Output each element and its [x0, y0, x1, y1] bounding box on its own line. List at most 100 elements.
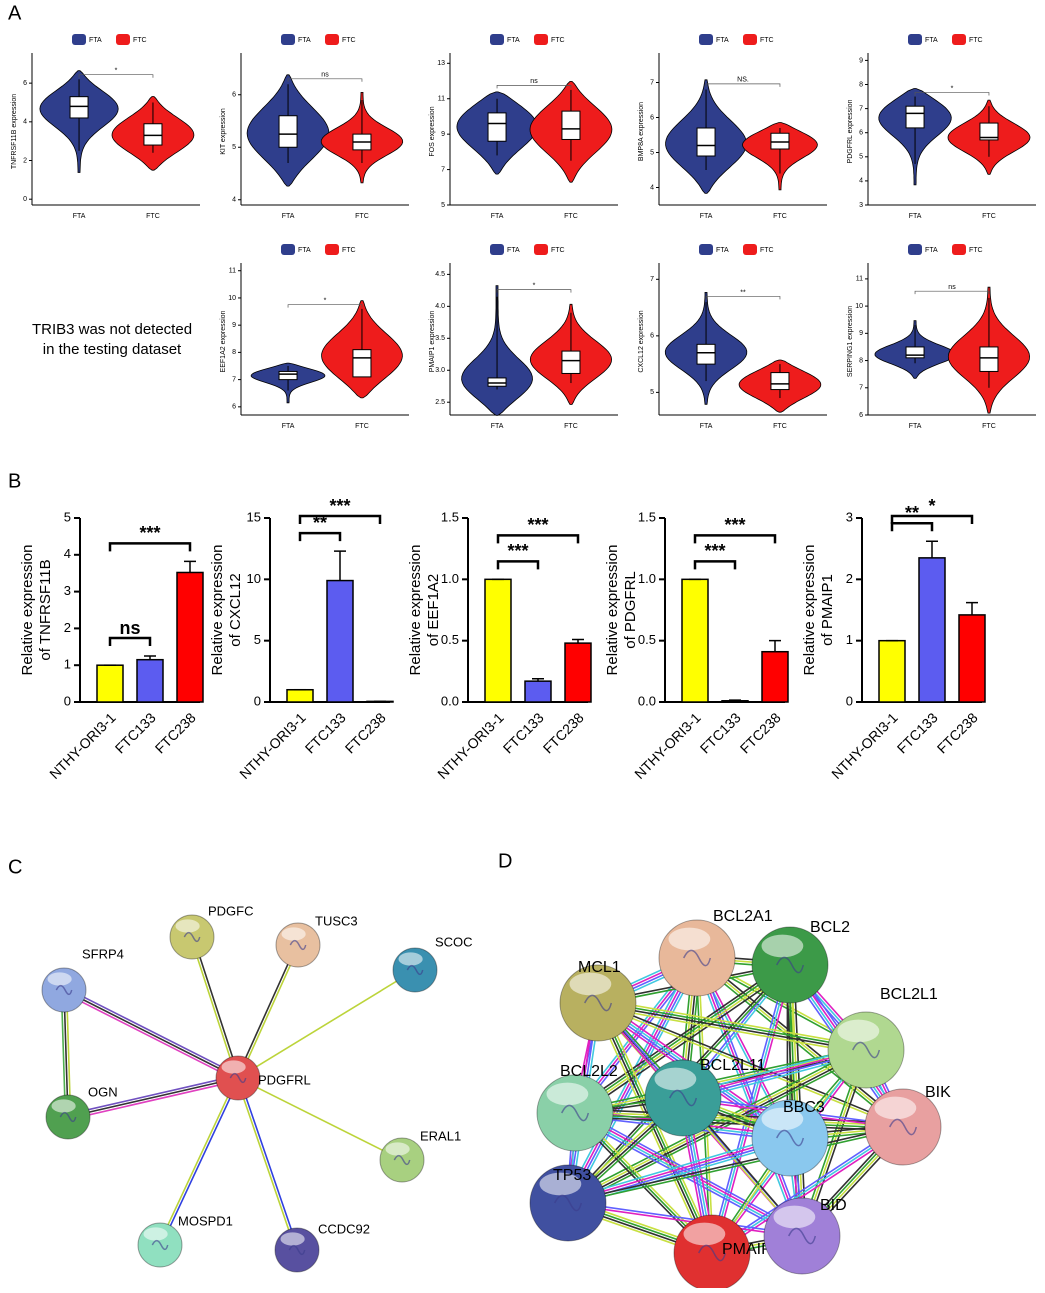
node-label: SFRP4	[82, 946, 124, 961]
y-tick-label: 4	[232, 197, 236, 204]
significance-label: NS.	[737, 77, 749, 84]
node-highlight	[398, 952, 423, 966]
node-highlight	[281, 927, 306, 941]
y-tick-label: 0	[846, 693, 853, 708]
significance-bracket	[693, 560, 737, 570]
error-bar	[334, 550, 346, 581]
edge	[575, 965, 792, 1115]
node-label: BCL2L2	[560, 1063, 618, 1080]
edge	[575, 1110, 904, 1127]
edge	[574, 1116, 903, 1132]
y-tick-label: 2	[64, 620, 71, 635]
node-label: CCDC92	[318, 1221, 370, 1236]
node-highlight	[175, 919, 200, 933]
significance-bracket	[496, 560, 540, 570]
y-tick-label: 4	[859, 178, 863, 185]
bar	[326, 579, 354, 703]
x-tick-label: FTA	[282, 423, 295, 430]
box	[69, 96, 89, 119]
node-highlight	[546, 1082, 589, 1106]
edge	[237, 1077, 403, 1161]
legend-label: FTC	[133, 37, 147, 44]
y-axis-label: KIT expression	[220, 108, 227, 155]
legend-swatch	[325, 34, 339, 45]
legend-swatch	[743, 34, 757, 45]
legend-swatch	[490, 34, 504, 45]
y-tick-label: 7	[859, 105, 863, 112]
box	[979, 122, 999, 141]
y-tick-label: 6	[650, 114, 654, 121]
significance-bracket	[108, 636, 152, 646]
node-highlight	[569, 972, 612, 996]
legend-swatch	[952, 244, 966, 255]
significance-label: **	[313, 513, 327, 533]
significance-label: ns	[948, 284, 956, 291]
significance-bracket	[693, 534, 777, 544]
x-tick-label: NTHY-ORI3-1	[828, 709, 901, 782]
significance-bracket	[287, 78, 363, 82]
edge	[238, 1077, 299, 1250]
y-tick-label: 2	[846, 571, 853, 586]
y-tick-label: 1.5	[638, 509, 656, 524]
y-tick-label: 9	[859, 57, 863, 64]
box	[905, 346, 925, 359]
edge	[238, 945, 300, 1079]
legend-swatch	[743, 244, 757, 255]
box	[979, 346, 999, 372]
y-tick-label: 0.5	[441, 632, 459, 647]
edge	[597, 1003, 903, 1129]
significance-bracket	[890, 514, 974, 524]
node-highlight	[539, 1172, 582, 1196]
y-tick-label: 10	[247, 571, 261, 586]
edge	[67, 1077, 239, 1118]
x-tick-label: FTC	[773, 423, 787, 430]
edge	[576, 967, 793, 1117]
legend-label: FTC	[551, 37, 565, 44]
edge	[237, 969, 416, 1079]
node-structure	[406, 964, 424, 976]
node-label: OGN	[88, 1084, 118, 1099]
x-tick-label: FTC133	[302, 709, 349, 756]
edge	[710, 1124, 903, 1252]
y-axis-label: EEF1A2 expression	[220, 310, 227, 372]
y-tick-label: 10	[228, 295, 236, 302]
significance-label: *	[115, 68, 118, 75]
edge	[574, 1046, 866, 1112]
significance-bracket	[705, 83, 781, 87]
x-tick-label: FTA	[282, 213, 295, 220]
y-tick-label: 8	[859, 357, 863, 364]
node-label: MOSPD1	[178, 1213, 233, 1228]
node-label: BCL2L1	[880, 986, 938, 1003]
y-axis-label: TNFRSF11B expression	[11, 94, 18, 169]
x-tick-label: FTC	[355, 213, 369, 220]
x-tick-label: FTC	[146, 213, 160, 220]
y-axis-label: of CXCL12	[227, 573, 244, 646]
significance-label: ns	[119, 618, 140, 638]
node-label: MCL1	[578, 959, 621, 976]
significance-bracket	[108, 542, 192, 552]
legend-swatch	[534, 244, 548, 255]
edge	[696, 957, 803, 1237]
x-tick-label: FTC238	[342, 709, 389, 756]
legend-swatch	[952, 34, 966, 45]
significance-label: ***	[704, 541, 725, 561]
edge	[693, 958, 801, 1238]
y-axis-label: FOS expression	[429, 106, 436, 156]
node-highlight	[683, 1222, 726, 1246]
edge	[566, 1133, 790, 1201]
edge	[160, 1078, 240, 1246]
significance-bracket	[496, 289, 572, 293]
node-structure	[889, 1118, 918, 1136]
edge	[158, 1077, 238, 1245]
edge	[192, 936, 240, 1078]
y-axis-label: Relative expression	[604, 545, 621, 676]
note: in the testing dataset	[43, 341, 182, 358]
x-tick-label: FTC	[564, 213, 578, 220]
node-structure	[788, 1227, 817, 1245]
edge	[67, 1074, 238, 1116]
panel-label: C	[8, 856, 22, 878]
error-bar	[926, 540, 938, 558]
node-structure	[776, 956, 805, 974]
panel-label: A	[8, 2, 22, 24]
y-tick-label: 3	[846, 509, 853, 524]
